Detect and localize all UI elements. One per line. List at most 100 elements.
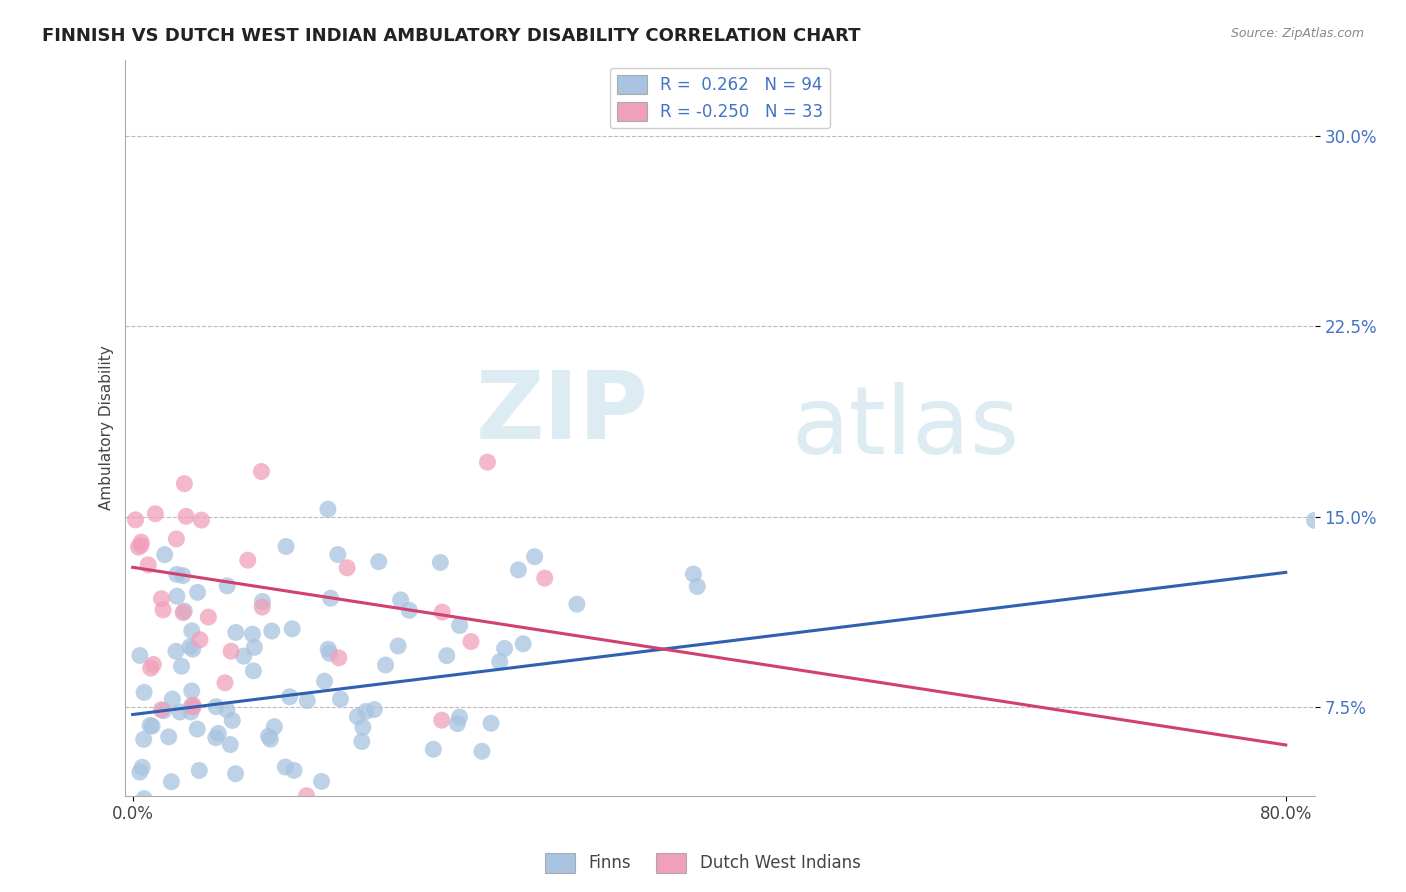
- Point: [207, 726, 229, 740]
- Point: [318, 646, 340, 660]
- Point: [128, 765, 150, 780]
- Point: [352, 720, 374, 734]
- Point: [250, 600, 273, 615]
- Point: [170, 659, 193, 673]
- Text: Source: ZipAtlas.com: Source: ZipAtlas.com: [1230, 27, 1364, 40]
- Text: atlas: atlas: [792, 382, 1019, 474]
- Point: [449, 618, 471, 632]
- Point: [174, 509, 197, 524]
- Point: [281, 622, 304, 636]
- Point: [316, 502, 339, 516]
- Point: [127, 540, 149, 554]
- Point: [180, 684, 202, 698]
- Point: [134, 685, 156, 699]
- Point: [533, 571, 555, 585]
- Point: [329, 692, 352, 706]
- Point: [173, 814, 195, 829]
- Point: [295, 789, 318, 803]
- Point: [181, 698, 204, 712]
- Point: [260, 624, 283, 638]
- Point: [205, 699, 228, 714]
- Point: [686, 579, 709, 593]
- Point: [173, 604, 195, 618]
- Point: [142, 657, 165, 672]
- Point: [188, 764, 211, 778]
- Point: [512, 637, 534, 651]
- Point: [250, 465, 273, 479]
- Point: [186, 722, 208, 736]
- Point: [387, 639, 409, 653]
- Point: [682, 567, 704, 582]
- Point: [180, 624, 202, 638]
- Point: [252, 594, 274, 608]
- Point: [195, 811, 218, 825]
- Point: [508, 563, 530, 577]
- Point: [129, 814, 152, 829]
- Point: [143, 507, 166, 521]
- Point: [242, 627, 264, 641]
- Point: [153, 548, 176, 562]
- Point: [131, 760, 153, 774]
- Point: [263, 720, 285, 734]
- Point: [205, 731, 228, 745]
- Point: [180, 705, 202, 719]
- Point: [157, 730, 180, 744]
- Point: [139, 718, 162, 732]
- Point: [129, 535, 152, 549]
- Point: [430, 713, 453, 727]
- Text: ZIP: ZIP: [475, 367, 648, 459]
- Point: [363, 702, 385, 716]
- Point: [152, 603, 174, 617]
- Point: [172, 606, 194, 620]
- Point: [139, 661, 162, 675]
- Point: [477, 455, 499, 469]
- Point: [150, 591, 173, 606]
- Point: [215, 703, 238, 717]
- Point: [479, 716, 502, 731]
- Point: [128, 648, 150, 663]
- Point: [259, 732, 281, 747]
- Point: [319, 591, 342, 606]
- Point: [367, 555, 389, 569]
- Point: [398, 603, 420, 617]
- Point: [181, 642, 204, 657]
- Point: [352, 814, 374, 829]
- Point: [136, 558, 159, 572]
- Point: [172, 568, 194, 582]
- Point: [162, 692, 184, 706]
- Point: [219, 738, 242, 752]
- Point: [314, 674, 336, 689]
- Point: [197, 610, 219, 624]
- Point: [283, 764, 305, 778]
- Point: [166, 567, 188, 582]
- Point: [278, 690, 301, 704]
- Point: [274, 540, 297, 554]
- Point: [150, 703, 173, 717]
- Point: [219, 644, 242, 658]
- Legend: Finns, Dutch West Indians: Finns, Dutch West Indians: [538, 847, 868, 880]
- Point: [221, 714, 243, 728]
- Point: [173, 476, 195, 491]
- Point: [488, 655, 510, 669]
- Point: [187, 585, 209, 599]
- Point: [225, 625, 247, 640]
- Point: [165, 644, 187, 658]
- Point: [1303, 513, 1326, 527]
- Point: [422, 742, 444, 756]
- Point: [215, 805, 238, 820]
- Point: [160, 774, 183, 789]
- Point: [242, 664, 264, 678]
- Point: [446, 716, 468, 731]
- Point: [169, 705, 191, 719]
- Legend: R =  0.262   N = 94, R = -0.250   N = 33: R = 0.262 N = 94, R = -0.250 N = 33: [610, 68, 830, 128]
- Point: [274, 760, 297, 774]
- Point: [179, 640, 201, 654]
- Point: [217, 579, 239, 593]
- Point: [346, 709, 368, 723]
- Point: [165, 532, 187, 546]
- Point: [350, 734, 373, 748]
- Point: [471, 744, 494, 758]
- Point: [374, 658, 396, 673]
- Point: [565, 597, 588, 611]
- Point: [225, 766, 247, 780]
